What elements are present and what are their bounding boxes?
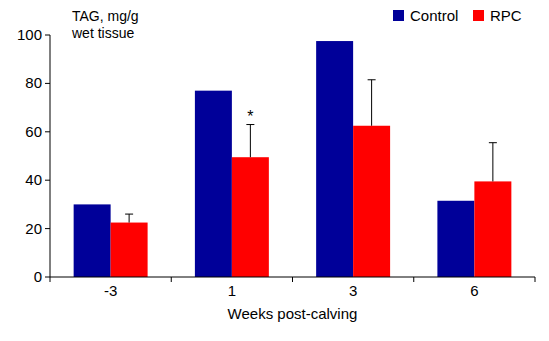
x-tick-label: 6 [470, 282, 478, 299]
y-tick [45, 180, 50, 181]
y-tick-label: 40 [25, 171, 42, 188]
x-tick [171, 277, 172, 282]
error-bar [125, 214, 133, 222]
bars [74, 41, 512, 277]
y-tick-label: 80 [25, 74, 42, 91]
bar [437, 201, 474, 277]
error-line [492, 143, 493, 182]
y-axis-label: TAG, mg/gwet tissue [71, 8, 139, 41]
error-line [371, 80, 372, 126]
y-tick [45, 131, 50, 132]
y-tick-label: 0 [34, 268, 42, 285]
error-bar [489, 143, 497, 182]
error-cap [489, 142, 497, 143]
x-tick [292, 277, 293, 282]
error-line [129, 214, 130, 222]
chart-container: 0 20 40 60 80 100 -3 1 3 6 Weeks post-calving TAG, … [0, 0, 549, 341]
y-tick [45, 83, 50, 84]
error-bar [246, 125, 254, 158]
error-line [250, 125, 251, 158]
x-tick [535, 277, 536, 282]
y-axis [50, 35, 51, 277]
x-tick-label: -3 [104, 282, 117, 299]
legend-swatch [473, 10, 484, 21]
y-tick [45, 228, 50, 229]
bar [232, 157, 269, 277]
error-cap [125, 214, 133, 215]
bar [195, 91, 232, 277]
bar [74, 204, 111, 277]
bar [474, 181, 511, 277]
x-tick [413, 277, 414, 282]
x-tick-label: 3 [349, 282, 357, 299]
y-tick-label: 20 [25, 220, 42, 237]
y-tick [45, 35, 50, 36]
annotation: * [247, 108, 253, 125]
legend-label: Control [410, 7, 458, 24]
error-cap [368, 79, 376, 80]
error-bar [368, 80, 376, 126]
x-axis-label: Weeks post-calving [228, 305, 358, 322]
x-tick-label: 1 [228, 282, 236, 299]
legend-swatch [393, 10, 404, 21]
y-tick [45, 277, 50, 278]
legend: Control RPC [393, 7, 522, 24]
legend-label: RPC [490, 7, 522, 24]
bar [316, 41, 353, 277]
x-tick [50, 277, 51, 282]
y-axis-label-line: wet tissue [71, 25, 134, 41]
bar [111, 223, 148, 277]
chart-svg: 0 20 40 60 80 100 -3 1 3 6 Weeks post-calving TAG, … [0, 0, 549, 341]
y-tick-label: 100 [17, 26, 42, 43]
y-axis-label-line: TAG, mg/g [72, 8, 139, 24]
bar [353, 126, 390, 277]
y-tick-label: 60 [25, 123, 42, 140]
